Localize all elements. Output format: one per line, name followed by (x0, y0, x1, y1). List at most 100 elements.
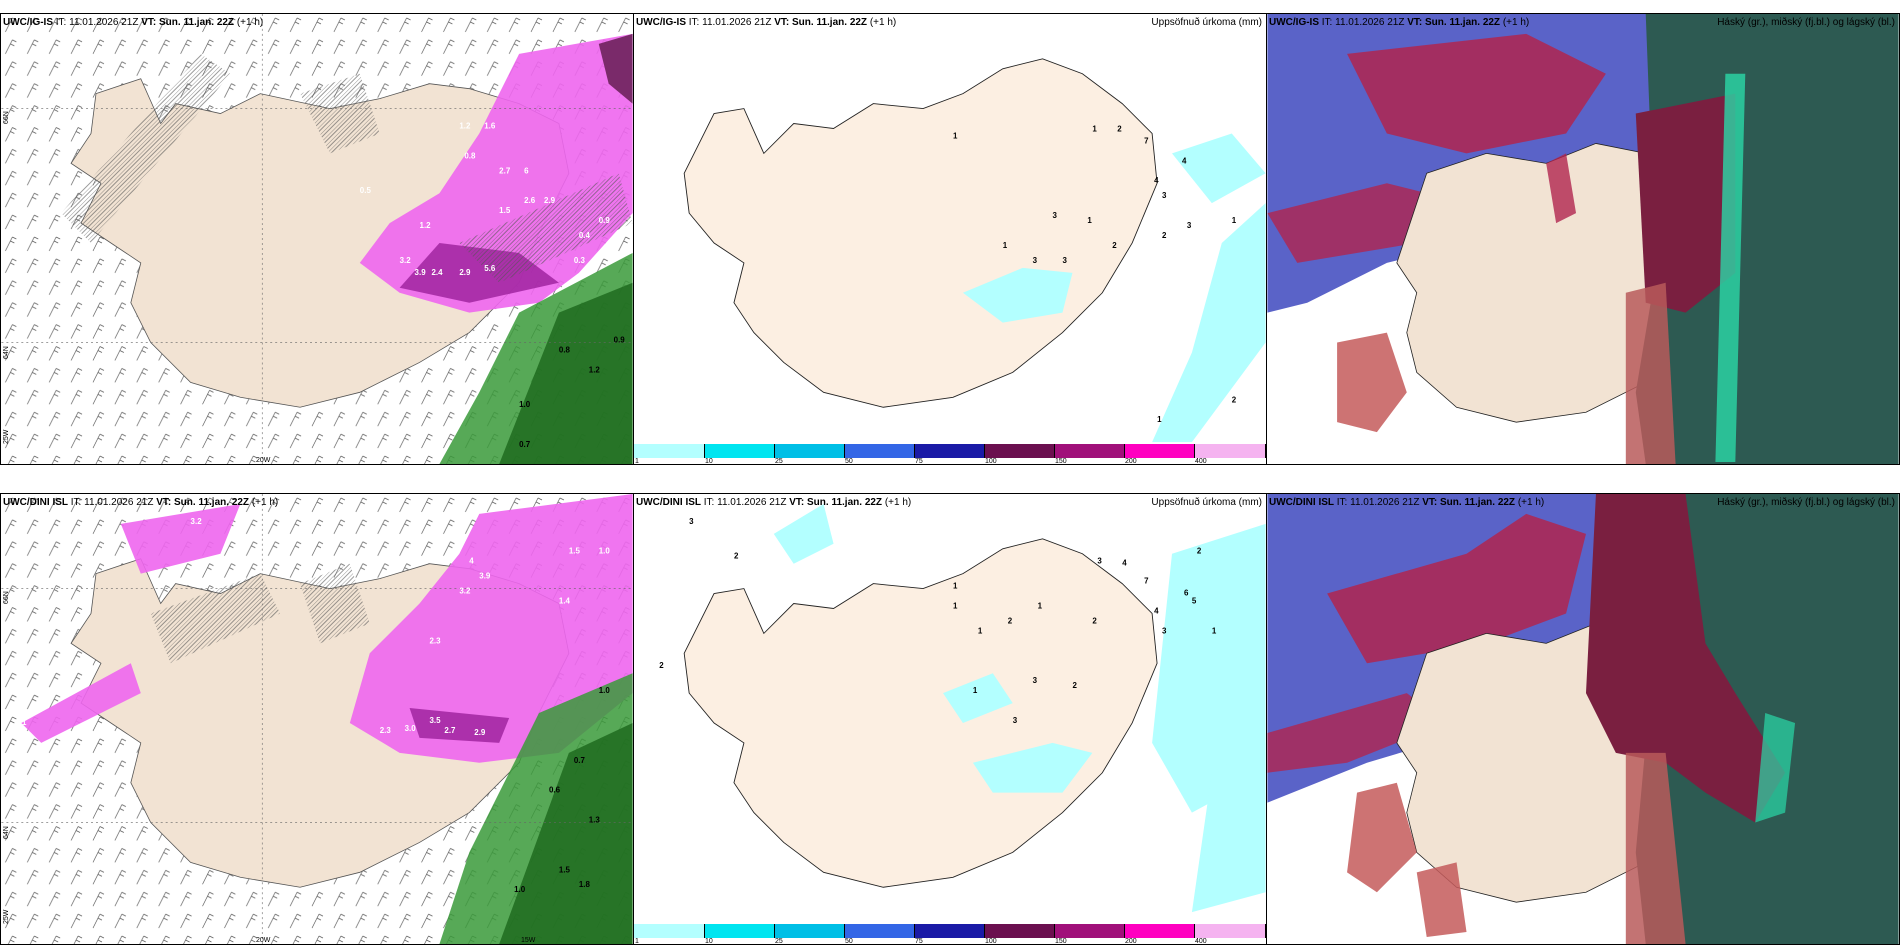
colorbar-label: 200 (1125, 938, 1137, 945)
colorbar-swatch (705, 444, 775, 458)
value-label: 7 (1144, 577, 1149, 586)
colorbar-swatch (915, 924, 985, 938)
colorbar-swatch (845, 924, 915, 938)
value-label: 1.8 (579, 880, 591, 889)
colorbar-label: 10 (705, 938, 713, 945)
value-labels: 3.2 4 3.9 1.5 1.0 1.4 3.2 2.3 3.5 2.3 3.… (15, 517, 610, 737)
value-label: 0.9 (599, 216, 611, 225)
value-label: 1.2 (459, 121, 471, 130)
value-label: 0.5 (360, 186, 372, 195)
value-label: 2.3 (380, 726, 392, 735)
panel-header: UWC/IG-IS IT: 11.01.2026 21Z VT: Sun. 11… (1269, 17, 1530, 28)
value-label: 2.1 (15, 718, 27, 727)
value-labels: 1 1 2 7 4 3 4 3 2 1 3 1 3 3 2 1 1 2 (953, 124, 1237, 424)
colorbar-label: 25 (775, 938, 783, 945)
value-label: 4 (1182, 156, 1187, 165)
colorbar-swatch (775, 924, 845, 938)
lat-tick: 66N (3, 111, 10, 124)
value-label: 4 (1122, 559, 1127, 568)
colorbar-label: 50 (845, 458, 853, 465)
value-label: 1.5 (499, 206, 511, 215)
iceland-landmass (1396, 143, 1686, 423)
colorbar-swatch (705, 924, 775, 938)
colorbar: 1 10 25 50 75 100 150 200 400 (634, 444, 1266, 464)
value-label: 2 (1117, 124, 1122, 133)
colorbar-swatch (1195, 444, 1266, 458)
map-panel-dini-accum-precip: 3 2 2 1 1 1 2 1 2 3 4 7 6 4 5 3 3 2 1 3 … (633, 493, 1267, 945)
value-label: 0.8 (464, 151, 476, 160)
value-label: 0.3 (574, 256, 586, 265)
value-label: 2 (734, 552, 739, 561)
precip-band (349, 494, 633, 763)
value-label: 1.2 (420, 221, 432, 230)
colorbar-label: 200 (1125, 458, 1137, 465)
value-label: 2 (1008, 616, 1013, 625)
lon-tick: 25W (3, 909, 10, 924)
colorbar-label: 10 (705, 458, 713, 465)
value-label: 3 (1162, 626, 1167, 635)
value-label: 1.0 (599, 686, 611, 695)
value-label: 3 (1097, 557, 1102, 566)
lon-tick: 15W (521, 937, 536, 944)
value-label: 2 (1072, 681, 1077, 690)
value-label: 1 (953, 582, 958, 591)
panel-header: UWC/DINI ISL IT: 11.01.2026 21Z VT: Sun.… (1269, 497, 1545, 508)
value-label: 2.9 (459, 268, 471, 277)
map-canvas: 1 1 2 7 4 3 4 3 2 1 3 1 3 3 2 1 1 2 (634, 14, 1266, 464)
value-label: 5 (1192, 597, 1197, 606)
colorbar-swatch (915, 444, 985, 458)
value-label: 5.6 (484, 264, 496, 273)
value-label: 1 (1157, 415, 1162, 424)
panel-field-title: Háský (gr.), miðský (fj.bl.) og lágský (… (1717, 17, 1895, 28)
value-label: 3.2 (400, 256, 412, 265)
value-label: 1.5 (559, 865, 571, 874)
value-label: 1.2 (589, 365, 601, 374)
value-label: 0.6 (549, 786, 561, 795)
value-label: 3 (1013, 716, 1018, 725)
map-panel-igis-precip-rate: 1.2 1.6 1.2 0.8 2.7 6 2.6 2.9 3.2 3.9 2.… (0, 13, 634, 465)
value-label: 3 (1187, 221, 1192, 230)
value-label: 2 (1162, 231, 1167, 240)
panel-header: UWC/DINI ISL IT: 11.01.2026 21Z VT: Sun.… (3, 497, 279, 508)
value-label: 2.7 (444, 726, 456, 735)
map-canvas: 3 2 2 1 1 1 2 1 2 3 4 7 6 4 5 3 3 2 1 3 … (634, 494, 1266, 944)
colorbar-swatch (1055, 444, 1125, 458)
value-label: 0.8 (559, 345, 571, 354)
panel-header: UWC/IG-IS IT: 11.01.2026 21Z VT: Sun. 11… (636, 17, 897, 28)
value-label: 3.2 (459, 587, 471, 596)
map-panel-igis-accum-precip: 1 1 2 7 4 3 4 3 2 1 3 1 3 3 2 1 1 2 UWC/… (633, 13, 1267, 465)
value-label: 0.9 (614, 336, 626, 345)
value-label: 1 (953, 601, 958, 610)
map-canvas: 1.2 1.6 1.2 0.8 2.7 6 2.6 2.9 3.2 3.9 2.… (1, 14, 633, 464)
value-label: 1 (1092, 124, 1097, 133)
value-label: 2 (1112, 241, 1117, 250)
colorbar-label: 1 (635, 938, 639, 945)
value-label: 4 (1154, 606, 1159, 615)
colorbar-label: 400 (1195, 458, 1207, 465)
value-label: 1.5 (569, 547, 581, 556)
panel-field-title: Háský (gr.), miðský (fj.bl.) og lágský (… (1717, 497, 1895, 508)
colorbar-swatch (1195, 924, 1266, 938)
panel-field-title: Uppsöfnuð úrkoma (mm) (1151, 497, 1262, 508)
value-label: 3 (1033, 676, 1038, 685)
map-canvas: 3.2 4 3.9 1.5 1.0 1.4 3.2 2.3 3.5 2.3 3.… (1, 494, 633, 944)
colorbar-swatch (634, 444, 705, 458)
colorbar-label: 150 (1055, 938, 1067, 945)
colorbar-swatch (985, 924, 1055, 938)
colorbar-swatch (1055, 924, 1125, 938)
value-label: 3 (1162, 191, 1167, 200)
colorbar: 1 10 25 50 75 100 150 200 400 (634, 924, 1266, 944)
map-canvas (1267, 14, 1899, 464)
value-label: 4 (66, 668, 71, 677)
value-label: 1 (973, 686, 978, 695)
value-label: 1 (1232, 216, 1237, 225)
colorbar-label: 25 (775, 458, 783, 465)
value-label: 3.2 (191, 517, 203, 526)
value-label: 2.9 (544, 196, 556, 205)
value-label: 3.9 (479, 572, 491, 581)
value-labels: 1.2 1.6 1.2 0.8 2.7 6 2.6 2.9 3.2 3.9 2.… (360, 121, 611, 276)
value-label: 1.3 (589, 816, 601, 825)
value-label: 2 (1232, 395, 1237, 404)
map-panel-dini-clouds: UWC/DINI ISL IT: 11.01.2026 21Z VT: Sun.… (1266, 493, 1900, 945)
value-label: 3 (1053, 211, 1058, 220)
